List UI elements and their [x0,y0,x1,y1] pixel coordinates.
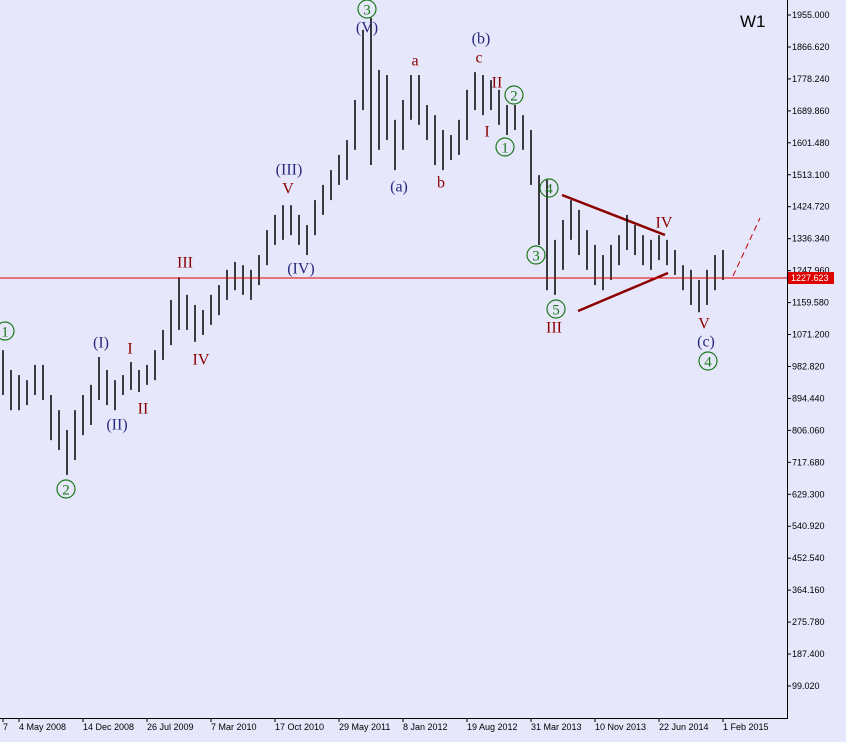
wave-label: IV [656,215,673,232]
x-tick-label: 4 May 2008 [19,722,66,732]
wave-label: a [411,53,418,70]
wave-label: (III) [276,162,303,179]
wave-label: (I) [93,335,109,352]
wave-label: 2 [62,483,70,499]
wave-label: II [492,75,503,92]
wave-circle [56,479,76,499]
y-tick-label: 1159.580 [792,298,829,308]
y-tick-label: 1336.340 [792,234,830,244]
wave-label: III [177,255,193,272]
wave-label: 3 [363,3,371,19]
wave-label: III [546,320,562,337]
triangle-lower [577,271,669,313]
x-tick-label: 10 Nov 2013 [595,722,646,732]
y-tick-label: 1778.240 [792,74,830,84]
wave-label: b [437,175,445,192]
wave-circle [0,321,15,341]
y-tick-label: 452.540 [792,553,825,563]
y-tick-label: 1071.200 [792,330,830,340]
wave-label: 1 [501,141,509,157]
wave-label: II [138,401,149,418]
wave-label: c [475,50,482,67]
x-tick-label: 22 Jun 2014 [659,722,709,732]
wave-circle [504,85,524,105]
x-tick-label: 19 Aug 2012 [467,722,518,732]
y-tick-label: 1955.000 [792,10,830,20]
wave-label: 4 [545,182,553,198]
x-tick-label: 29 May 2011 [339,722,390,732]
y-tick-label: 629.300 [792,489,825,499]
y-tick-label: 1601.480 [792,138,830,148]
wave-label: I [484,124,489,141]
wave-circle [698,351,718,371]
wave-label: 4 [704,355,712,371]
y-tick-label: 806.060 [792,425,825,435]
y-tick-label: 717.680 [792,457,825,467]
wave-label: (IV) [287,261,315,278]
wave-label: (b) [472,31,491,48]
y-tick-label: 1247.960 [792,266,830,276]
x-tick-label: 31 Mar 2013 [531,722,582,732]
wave-circle [546,299,566,319]
y-tick-label: 1866.620 [792,42,830,52]
x-tick-label: 17 Oct 2010 [275,722,324,732]
wave-label: 5 [552,303,560,319]
x-tick-label: 1 Feb 2015 [723,722,769,732]
y-tick-label: 1513.100 [792,170,830,180]
y-tick-label: 187.400 [792,649,825,659]
x-tick-label: 8 Jan 2012 [403,722,448,732]
current-price-box [788,271,834,284]
x-tick-label: 7 [3,722,8,732]
wave-circle [526,245,546,265]
y-tick-label: 982.820 [792,361,825,371]
wave-label: (II) [106,417,127,434]
wave-label: 3 [532,249,540,265]
y-tick-label: 364.160 [792,585,825,595]
wave-label: (V) [356,20,378,37]
x-tick-label: 26 Jul 2009 [147,722,194,732]
wave-circle [357,0,377,19]
timeframe: W1 [740,12,766,31]
wave-label: (c) [697,334,715,351]
triangle-upper [561,193,666,237]
wave-circle [539,178,559,198]
y-tick-label: 894.440 [792,393,825,403]
projection [732,217,761,277]
y-tick-label: 99.020 [792,681,820,691]
y-tick-label: 540.920 [792,521,825,531]
wave-label: 1 [1,325,9,341]
current-price-label: 1227.623 [791,273,829,283]
wave-label: I [127,341,132,358]
wave-label: V [698,316,710,333]
y-tick-label: 275.780 [792,617,825,627]
wave-label: V [282,181,294,198]
wave-label: IV [193,352,210,369]
wave-circle [495,137,515,157]
wave-label: 2 [510,89,518,105]
y-tick-label: 1424.720 [792,202,830,212]
x-tick-label: 7 Mar 2010 [211,722,257,732]
x-tick-label: 14 Dec 2008 [83,722,134,732]
y-tick-label: 1689.860 [792,106,830,116]
wave-label: (a) [390,179,408,196]
